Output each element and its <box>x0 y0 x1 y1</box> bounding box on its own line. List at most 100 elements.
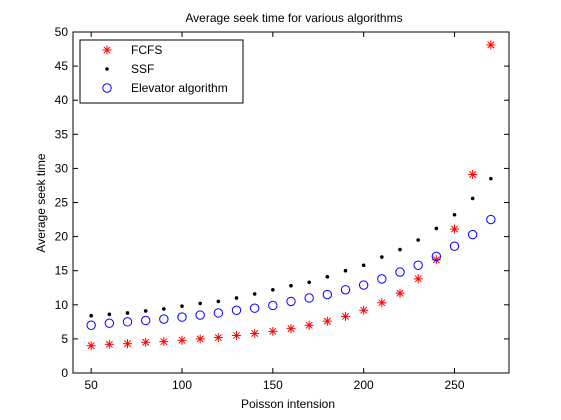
data-point <box>431 251 442 262</box>
data-point <box>286 296 296 307</box>
data-point <box>234 296 239 300</box>
data-markers <box>86 40 496 351</box>
data-point <box>467 229 478 240</box>
data-point <box>198 301 202 306</box>
data-point <box>341 311 350 321</box>
data-point <box>162 307 166 311</box>
y-tick-label: 10 <box>55 298 69 312</box>
data-point <box>307 280 311 285</box>
data-point <box>249 303 260 313</box>
data-point <box>395 288 405 298</box>
data-point <box>213 333 223 343</box>
y-tick-label: 40 <box>55 93 69 107</box>
legend-label: SSF <box>131 62 154 76</box>
data-point <box>141 337 151 347</box>
data-point <box>450 224 459 234</box>
data-point <box>180 304 184 308</box>
data-point <box>107 312 112 317</box>
series-0 <box>86 40 496 351</box>
data-point <box>398 247 402 252</box>
data-point <box>122 317 133 327</box>
data-point <box>468 170 478 180</box>
data-point <box>250 328 260 338</box>
y-tick-label: 45 <box>55 59 69 73</box>
data-point <box>232 330 241 340</box>
data-point <box>89 313 93 318</box>
data-point <box>377 298 387 308</box>
data-point <box>395 267 405 277</box>
data-point <box>304 320 314 330</box>
data-point <box>213 308 224 318</box>
legend-marker <box>105 67 109 71</box>
data-point <box>104 318 115 328</box>
y-tick-label: 35 <box>55 127 69 141</box>
data-point <box>304 293 314 303</box>
data-point <box>271 287 275 292</box>
data-point <box>361 263 366 268</box>
data-point <box>434 226 439 231</box>
data-point <box>125 311 130 315</box>
data-point <box>123 339 132 349</box>
legend-marker <box>102 45 112 55</box>
x-tick-label: 200 <box>354 378 374 392</box>
data-point <box>143 309 148 313</box>
data-point <box>470 196 475 201</box>
data-point <box>380 255 384 259</box>
y-tick-label: 25 <box>55 196 69 210</box>
y-tick-label: 20 <box>55 230 69 244</box>
y-tick-label: 0 <box>61 366 68 380</box>
data-point <box>268 326 278 336</box>
data-point <box>358 280 369 290</box>
data-point <box>452 212 457 217</box>
chart-title: Average seek time for various algorithms <box>185 11 402 25</box>
data-point <box>286 324 296 334</box>
y-tick-label: 30 <box>55 161 69 175</box>
legend: FCFS SSF Elevator algorithm <box>79 39 244 104</box>
series-1 <box>89 176 493 318</box>
data-point <box>343 268 348 273</box>
data-point <box>359 305 369 315</box>
y-tick-label: 5 <box>61 332 68 346</box>
data-point <box>195 334 205 344</box>
data-point <box>104 339 114 349</box>
data-point <box>177 335 187 345</box>
x-tick-label: 50 <box>84 378 98 392</box>
x-axis-label: Poisson intension <box>241 397 335 411</box>
y-tick-label: 15 <box>55 264 69 278</box>
data-point <box>486 40 496 50</box>
data-point <box>449 241 460 251</box>
data-point <box>231 305 242 315</box>
data-point <box>252 292 257 296</box>
series-2 <box>86 214 496 330</box>
data-point <box>159 314 169 324</box>
data-point <box>489 176 493 181</box>
x-tick-label: 100 <box>172 378 192 392</box>
data-point <box>413 274 423 284</box>
data-point <box>140 315 151 326</box>
data-point <box>340 285 351 295</box>
legend-marker <box>102 83 112 93</box>
data-point <box>377 274 387 284</box>
data-point <box>416 238 420 242</box>
data-point <box>322 316 332 326</box>
data-point <box>322 289 333 300</box>
y-tick-label: 50 <box>55 25 69 39</box>
data-point <box>177 312 187 322</box>
legend-label: FCFS <box>131 43 162 57</box>
data-point <box>325 275 330 279</box>
data-point <box>268 300 278 311</box>
data-point <box>195 310 205 320</box>
x-tick-label: 250 <box>444 378 464 392</box>
data-point <box>86 320 96 330</box>
data-point <box>216 299 221 304</box>
x-tick-label: 150 <box>263 378 283 392</box>
y-axis-label: Average seek time <box>34 153 48 252</box>
data-point <box>159 337 169 347</box>
data-point <box>86 341 96 351</box>
data-point <box>413 260 423 270</box>
axis-ticks: 50 100 150 200 250 0 5 10 15 20 25 30 35 40 45 50 <box>55 25 509 392</box>
data-point <box>289 283 293 288</box>
data-point <box>486 214 496 225</box>
